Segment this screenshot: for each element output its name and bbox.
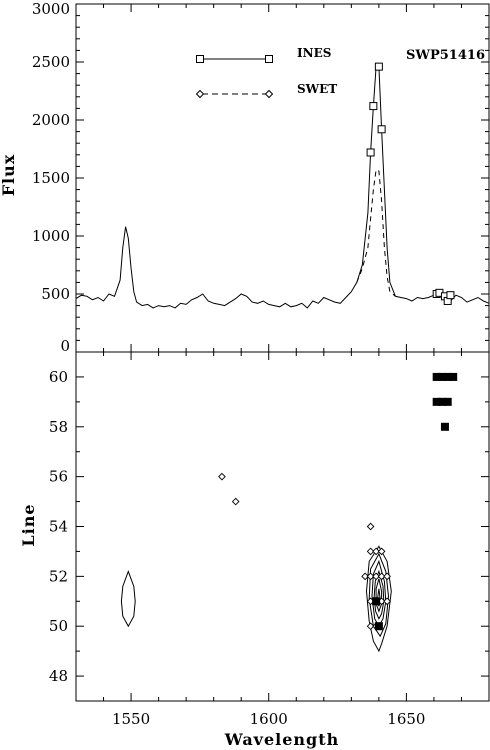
filled-square-point <box>443 372 452 381</box>
line-y-tick-label: 50 <box>49 617 68 635</box>
filled-square-point <box>449 372 458 381</box>
diamond-point <box>366 547 375 556</box>
line-y-tick-label: 58 <box>49 418 68 436</box>
filled-square-point <box>438 372 447 381</box>
series-ines-marker <box>446 291 455 300</box>
flux-axis-label: Flux <box>0 154 18 197</box>
series-ines-line <box>75 66 490 309</box>
diamond-point <box>366 622 375 631</box>
flux-y-tick-label: 1000 <box>32 227 70 245</box>
spectrum-id-label: SWP51416 <box>406 48 485 63</box>
filled-square-point <box>432 397 441 406</box>
series-ines-marker <box>366 148 375 157</box>
flux-y-tick-label: 3000 <box>32 0 70 18</box>
diamond-point <box>218 472 226 481</box>
line-y-tick-label: 52 <box>49 567 68 585</box>
line-y-tick-label: 48 <box>49 667 68 685</box>
diamond-point <box>366 522 375 531</box>
line-y-tick-label: 54 <box>49 518 68 536</box>
diamond-point <box>366 572 375 581</box>
legend-ines-marker-right <box>265 55 273 63</box>
wavelength-tick-label: 1600 <box>250 710 288 728</box>
wavelength-axis-label: Wavelength <box>224 730 340 749</box>
legend-swet-marker-left <box>195 89 205 99</box>
filled-square-point <box>438 397 447 406</box>
line-y-tick-label: 56 <box>49 468 68 486</box>
diamond-point <box>231 497 240 506</box>
contour-line <box>376 588 381 607</box>
diamond-point <box>383 572 391 581</box>
diamond-point <box>383 597 391 606</box>
line-axis-label: Line <box>19 503 38 546</box>
contour-line <box>365 545 392 653</box>
wavelength-tick-label: 1550 <box>112 710 150 728</box>
series-ines-marker <box>377 125 386 134</box>
filled-square-point <box>443 397 452 406</box>
filled-square-point <box>374 622 383 631</box>
flux-y-tick-label: 1500 <box>32 169 70 187</box>
wavelength-tick-label: 1650 <box>387 710 425 728</box>
line-y-tick-label: 60 <box>49 368 68 386</box>
flux-y-tick-label: 2000 <box>32 111 70 129</box>
filled-square-point <box>372 597 381 606</box>
diamond-point <box>377 547 386 556</box>
legend: INES SWET <box>195 46 337 99</box>
legend-swet-marker-right <box>264 89 274 99</box>
diamond-point <box>361 572 369 581</box>
legend-ines-marker-left <box>196 55 204 63</box>
contour-line <box>373 569 385 620</box>
contour-line <box>375 578 383 613</box>
diamond-point <box>372 572 380 581</box>
series-swet-line <box>356 169 396 297</box>
series-ines-marker <box>374 62 383 71</box>
line-panel: 48 50 52 54 56 58 60 1550 1600 1650 <box>49 351 490 728</box>
flux-panel: 0 500 1000 1500 2000 2500 3000 <box>32 0 490 355</box>
flux-y-tick-label: 0 <box>60 337 70 355</box>
flux-y-tick-label: 500 <box>41 285 70 303</box>
legend-ines-label: INES <box>297 46 331 60</box>
filled-square-point <box>432 372 441 381</box>
diamond-point <box>377 572 386 581</box>
diamond-point <box>372 547 380 556</box>
series-ines-marker <box>369 102 378 111</box>
line-plot-frame <box>75 351 490 702</box>
contour-line <box>120 569 136 628</box>
flux-y-tick-label: 2500 <box>32 53 70 71</box>
filled-square-point <box>440 422 449 431</box>
legend-swet-label: SWET <box>297 82 337 96</box>
